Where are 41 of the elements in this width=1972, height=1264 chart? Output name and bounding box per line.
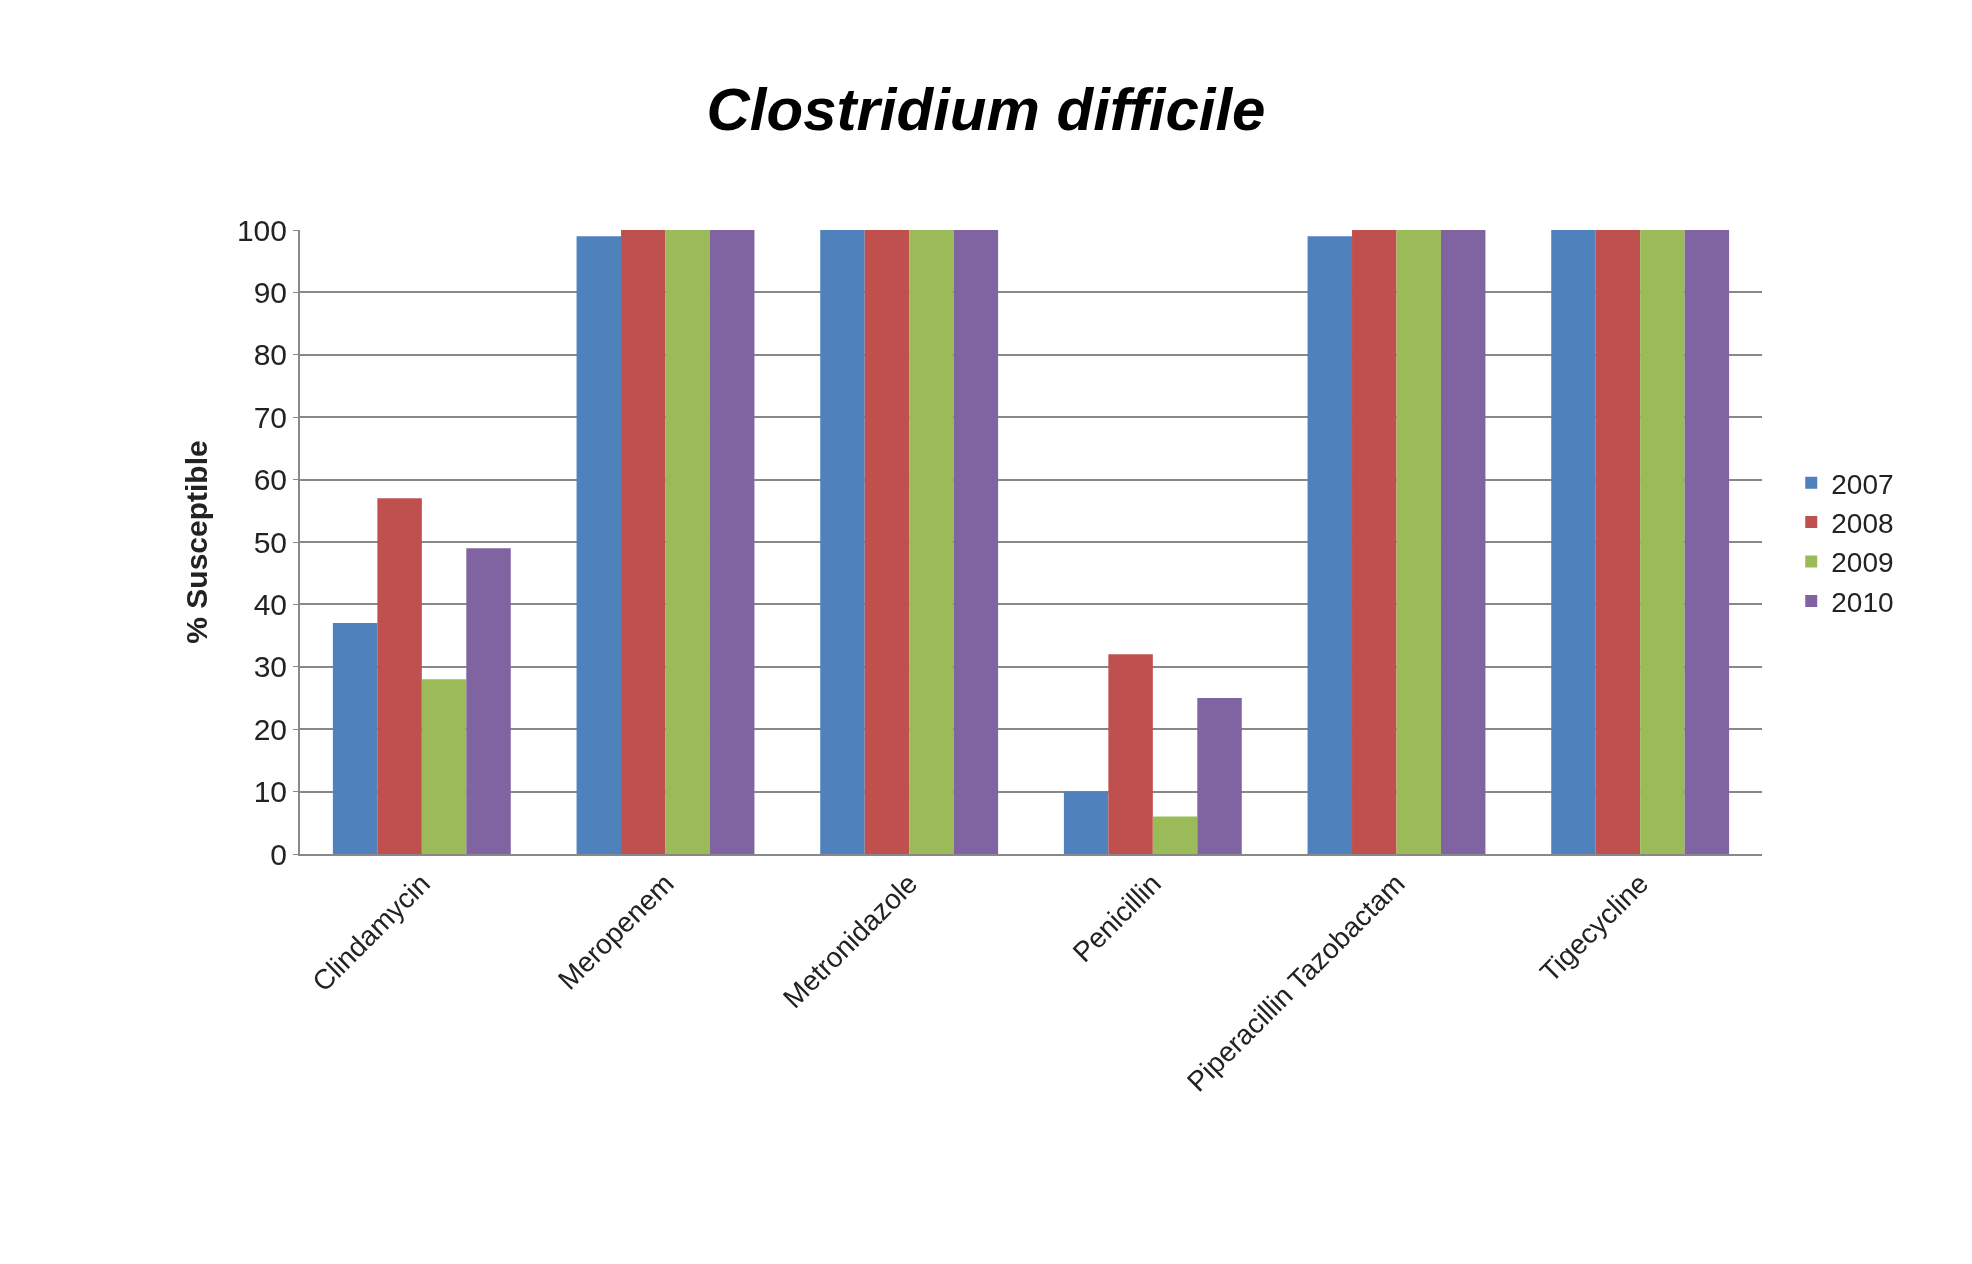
bar xyxy=(377,498,422,854)
y-tick-label: 60 xyxy=(253,463,287,497)
bar xyxy=(332,623,378,854)
bar xyxy=(1108,654,1153,854)
y-tick-label: 30 xyxy=(253,650,287,684)
y-tick-label: 0 xyxy=(270,837,287,871)
y-tick-label: 20 xyxy=(253,712,287,746)
bar xyxy=(1396,230,1441,854)
legend-label: 2009 xyxy=(1831,547,1894,579)
bar xyxy=(576,236,622,854)
bar xyxy=(909,230,954,854)
bar xyxy=(1440,230,1486,854)
legend-label: 2007 xyxy=(1831,468,1894,500)
bar xyxy=(1551,230,1596,854)
bar xyxy=(1640,230,1685,854)
y-tick-label: 50 xyxy=(253,525,287,559)
legend-label: 2008 xyxy=(1831,508,1894,540)
bar xyxy=(1063,791,1109,854)
bar xyxy=(1307,236,1353,854)
bar xyxy=(1197,698,1242,854)
y-axis-title: % Susceptible xyxy=(180,440,214,644)
bar xyxy=(864,230,910,854)
chart-title: Clostridium difficile xyxy=(706,76,1266,144)
y-tick-label: 80 xyxy=(253,338,287,372)
bar xyxy=(709,230,755,854)
bar xyxy=(621,230,666,854)
bar xyxy=(1152,816,1198,854)
y-tick-label: 40 xyxy=(253,587,287,621)
bar xyxy=(466,548,511,854)
bar xyxy=(953,230,999,854)
bar xyxy=(1595,230,1641,854)
y-tick-label: 100 xyxy=(236,213,287,247)
legend-label: 2010 xyxy=(1831,586,1894,618)
y-tick-label: 90 xyxy=(253,275,287,309)
y-tick-label: 70 xyxy=(253,400,287,434)
bar xyxy=(421,679,467,854)
bar xyxy=(820,230,865,854)
y-tick-label: 10 xyxy=(253,775,287,809)
bar xyxy=(665,230,710,854)
bar xyxy=(1352,230,1397,854)
bar xyxy=(1684,230,1730,854)
